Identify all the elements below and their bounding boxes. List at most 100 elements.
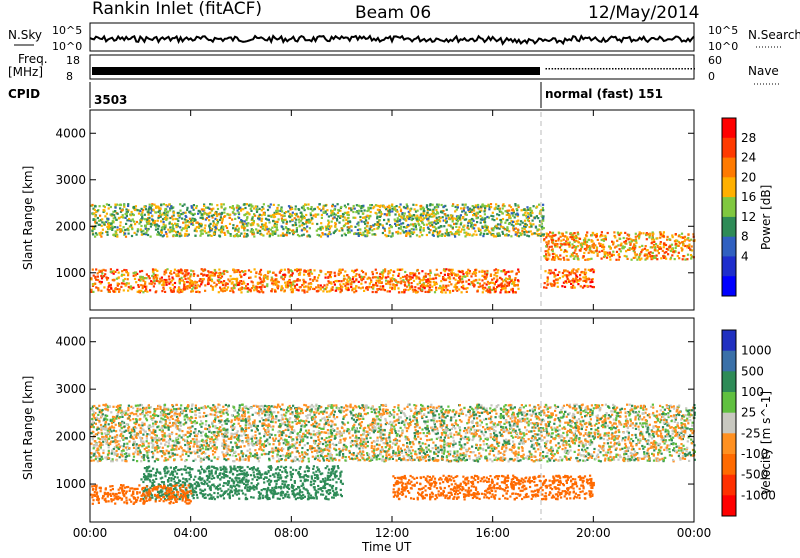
data-cell [523, 214, 525, 216]
data-cell [124, 233, 126, 235]
data-cell [625, 453, 627, 455]
data-cell [591, 281, 593, 283]
data-cell [430, 289, 432, 291]
data-cell [493, 454, 495, 456]
data-cell [508, 214, 510, 216]
data-cell [298, 460, 300, 462]
data-cell [229, 223, 231, 225]
data-cell [220, 274, 222, 276]
data-cell [291, 215, 293, 217]
data-cell [327, 277, 329, 279]
data-cell [587, 246, 589, 248]
data-cell [161, 279, 163, 281]
data-cell [174, 269, 176, 271]
data-cell [276, 228, 278, 230]
nave-dot [639, 68, 641, 70]
data-cell [478, 271, 480, 273]
data-cell [113, 279, 115, 281]
data-cell [103, 222, 105, 224]
data-cell [478, 279, 480, 281]
data-cell [120, 204, 122, 206]
data-cell [485, 229, 487, 231]
data-cell [225, 284, 227, 286]
data-cell [195, 417, 197, 419]
data-cell [557, 278, 559, 280]
nave-dot [663, 68, 665, 70]
data-cell [380, 285, 382, 287]
data-cell [294, 208, 296, 210]
data-cell [551, 236, 553, 238]
data-cell [113, 217, 115, 219]
data-cell [314, 276, 316, 278]
data-cell [454, 210, 456, 212]
data-cell [324, 233, 326, 235]
data-cell [288, 215, 290, 217]
data-cell [384, 289, 386, 291]
data-cell [403, 289, 405, 291]
data-cell [263, 203, 265, 205]
data-cell [452, 205, 454, 207]
data-cell [577, 268, 579, 270]
data-cell [286, 221, 288, 223]
data-cell [560, 258, 562, 260]
data-cell [614, 236, 616, 238]
data-cell [582, 271, 584, 273]
data-cell [347, 283, 349, 285]
data-cell [686, 245, 688, 247]
data-cell [633, 257, 635, 259]
data-cell [211, 280, 213, 282]
data-cell [248, 459, 250, 461]
data-cell [428, 222, 430, 224]
data-cell [616, 251, 618, 253]
data-cell [456, 286, 458, 288]
data-cell [461, 228, 463, 230]
data-cell [131, 288, 133, 290]
data-cell [328, 233, 330, 235]
data-cell [257, 232, 259, 234]
data-cell [452, 269, 454, 271]
data-cell [190, 291, 192, 293]
data-cell [202, 269, 204, 271]
data-cell [440, 436, 442, 438]
data-cell [279, 455, 281, 457]
data-cell [223, 232, 225, 234]
data-cell [187, 281, 189, 283]
data-cell [403, 226, 405, 228]
data-cell [389, 207, 391, 209]
data-cell [141, 211, 143, 213]
data-cell [560, 236, 562, 238]
data-cell [561, 285, 563, 287]
data-cell [148, 275, 150, 277]
data-cell [212, 220, 214, 222]
data-cell [512, 281, 514, 283]
data-cell [152, 271, 154, 273]
data-cell [458, 218, 460, 220]
data-cell [387, 290, 389, 292]
data-cell [666, 239, 668, 241]
data-cell [601, 246, 603, 248]
colorbar-swatch [722, 158, 736, 178]
data-cell [193, 204, 195, 206]
data-cell [406, 203, 408, 205]
data-cell [347, 217, 349, 219]
data-cell [517, 269, 519, 271]
data-cell [368, 286, 370, 288]
data-cell [174, 282, 176, 284]
data-cell [635, 233, 637, 235]
data-cell [185, 224, 187, 226]
data-cell [178, 291, 180, 293]
data-cell [101, 272, 103, 274]
data-cell [161, 277, 163, 279]
data-cell [400, 203, 402, 205]
data-cell [552, 232, 554, 234]
data-cell [502, 233, 504, 235]
data-cell [405, 230, 407, 232]
data-cell [529, 222, 531, 224]
data-cell [551, 283, 553, 285]
data-cell [591, 234, 593, 236]
data-cell [172, 224, 174, 226]
data-cell [149, 204, 151, 206]
data-cell [181, 229, 183, 231]
data-cell [544, 270, 546, 272]
data-cell [152, 219, 154, 221]
